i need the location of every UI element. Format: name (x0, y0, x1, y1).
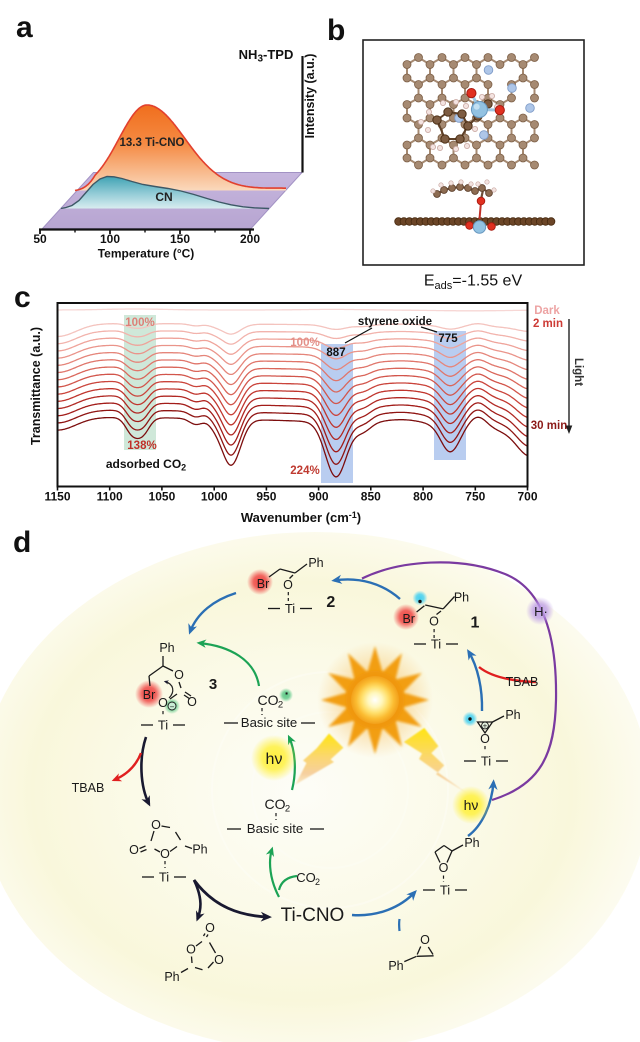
svg-text:TBAB: TBAB (506, 675, 539, 689)
svg-text:1100: 1100 (97, 490, 123, 504)
svg-text:13.3 Ti-CNO: 13.3 Ti-CNO (120, 137, 185, 149)
svg-text:Basic site: Basic site (247, 821, 303, 836)
svg-text:Ti: Ti (431, 637, 441, 652)
svg-text:O: O (429, 615, 439, 629)
svg-text:1000: 1000 (201, 490, 228, 504)
svg-text:O: O (283, 578, 293, 592)
svg-text:775: 775 (438, 333, 458, 345)
svg-text:Intensity (a.u.): Intensity (a.u.) (303, 54, 317, 139)
svg-text:O: O (158, 696, 168, 710)
svg-text:Ph: Ph (308, 556, 323, 570)
svg-text:Ph: Ph (192, 843, 207, 857)
svg-text:CO: CO (258, 692, 279, 708)
svg-text:887: 887 (326, 347, 345, 359)
svg-text:700: 700 (517, 490, 537, 504)
svg-text:a: a (16, 11, 33, 44)
svg-text:Ph: Ph (454, 591, 469, 605)
svg-text:Dark: Dark (534, 305, 560, 317)
svg-text:hν: hν (266, 751, 283, 768)
svg-text:150: 150 (170, 232, 190, 246)
svg-text:1050: 1050 (149, 490, 176, 504)
svg-text:−: − (170, 702, 175, 711)
svg-text:100%: 100% (125, 317, 154, 329)
svg-text:2 min: 2 min (533, 318, 563, 330)
svg-text:900: 900 (309, 490, 329, 504)
svg-text:2: 2 (278, 700, 283, 711)
svg-text:·: · (285, 685, 290, 701)
svg-text:styrene oxide: styrene oxide (358, 316, 432, 328)
svg-text:O: O (420, 933, 430, 947)
svg-text:Ph: Ph (388, 959, 403, 973)
svg-text:224%: 224% (290, 465, 319, 477)
svg-text:100%: 100% (290, 337, 319, 349)
svg-text:O: O (174, 668, 184, 682)
svg-text:O: O (214, 953, 224, 967)
svg-text:200: 200 (240, 232, 260, 246)
svg-text:hν: hν (464, 797, 479, 813)
svg-text:Temperature (°C): Temperature (°C) (98, 247, 195, 261)
svg-text:Ti: Ti (158, 718, 168, 733)
svg-text:b: b (327, 14, 345, 47)
svg-text:Light: Light (572, 358, 584, 386)
svg-text:2: 2 (326, 594, 335, 611)
svg-text:Ph: Ph (464, 836, 479, 850)
svg-text:Transmittance (a.u.): Transmittance (a.u.) (29, 327, 43, 445)
svg-text:O: O (129, 843, 139, 857)
svg-text:O: O (160, 847, 170, 861)
svg-text:O: O (151, 818, 161, 832)
svg-text:Ph: Ph (505, 708, 520, 722)
svg-text:850: 850 (361, 490, 381, 504)
svg-text:800: 800 (413, 490, 433, 504)
svg-text:1150: 1150 (44, 490, 70, 504)
svg-text:O: O (205, 921, 215, 935)
svg-text:Ti-CNO: Ti-CNO (281, 905, 345, 926)
svg-text:+: + (483, 722, 488, 731)
svg-text:Ti: Ti (285, 601, 295, 616)
svg-text:Br: Br (257, 577, 270, 591)
svg-text:2: 2 (315, 877, 320, 887)
svg-text:TBAB: TBAB (72, 781, 105, 795)
svg-text:3: 3 (209, 676, 217, 693)
svg-text:Ti: Ti (481, 754, 491, 769)
svg-text:Ti: Ti (440, 883, 450, 898)
svg-text:30 min: 30 min (531, 420, 567, 432)
svg-text:CO: CO (296, 870, 316, 885)
svg-text:d: d (13, 526, 31, 559)
svg-text:adsorbed CO2: adsorbed CO2 (106, 457, 186, 473)
svg-text:1: 1 (471, 615, 480, 632)
svg-text:2: 2 (285, 804, 290, 815)
svg-text:O: O (439, 861, 449, 875)
svg-text:750: 750 (465, 490, 485, 504)
svg-text:100: 100 (100, 232, 120, 246)
svg-text:H·: H· (534, 604, 548, 619)
svg-text:Basic site: Basic site (241, 715, 297, 730)
svg-text:c: c (14, 281, 31, 314)
svg-text:O: O (480, 732, 490, 746)
svg-text:CO: CO (265, 796, 286, 812)
svg-text:Br: Br (143, 688, 156, 702)
svg-text:NH3-TPD: NH3-TPD (239, 47, 294, 65)
svg-text:Br: Br (402, 612, 415, 626)
svg-text:138%: 138% (127, 440, 156, 452)
svg-text:Ti: Ti (159, 870, 169, 885)
svg-text:Ph: Ph (159, 641, 174, 655)
svg-text:CN: CN (155, 190, 172, 204)
svg-text:O: O (187, 695, 197, 709)
svg-text:Ph: Ph (164, 970, 179, 984)
svg-text:50: 50 (33, 232, 47, 246)
svg-text:Wavenumber (cm-1): Wavenumber (cm-1) (241, 510, 361, 525)
svg-text:950: 950 (256, 490, 276, 504)
svg-text:O: O (186, 943, 196, 957)
